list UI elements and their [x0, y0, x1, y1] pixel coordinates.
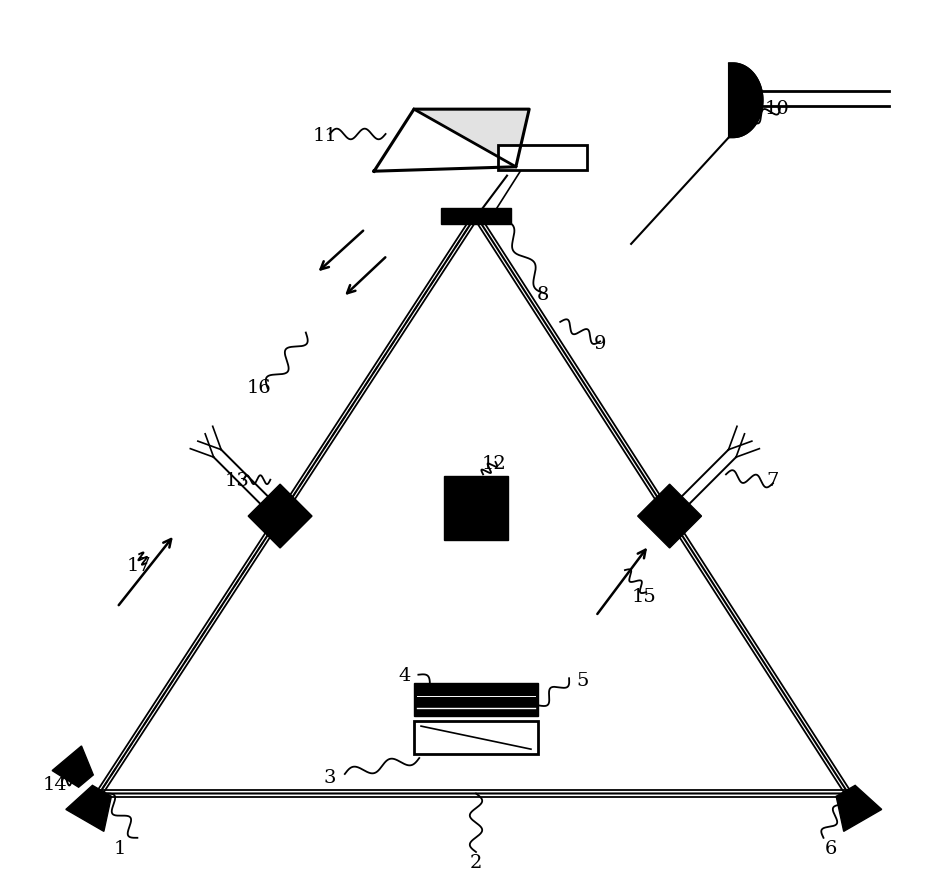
Polygon shape: [66, 785, 111, 831]
Bar: [441, 208, 511, 224]
Text: 5: 5: [576, 672, 588, 690]
Text: 14: 14: [43, 776, 68, 794]
Text: 7: 7: [766, 473, 779, 491]
Text: 1: 1: [113, 840, 126, 858]
Text: 3: 3: [324, 770, 336, 788]
Bar: [498, 145, 586, 170]
Text: 11: 11: [313, 127, 338, 145]
Text: 6: 6: [824, 840, 837, 858]
Bar: [444, 476, 508, 540]
Bar: [414, 682, 538, 716]
Bar: [414, 721, 538, 755]
Polygon shape: [638, 484, 702, 548]
Polygon shape: [52, 746, 93, 788]
Text: 16: 16: [247, 379, 271, 397]
Text: 12: 12: [482, 455, 506, 473]
Text: 2: 2: [470, 854, 482, 871]
Polygon shape: [248, 484, 312, 548]
Text: 10: 10: [765, 100, 790, 118]
Text: 17: 17: [127, 557, 151, 574]
Text: 8: 8: [536, 286, 548, 304]
Text: 4: 4: [399, 667, 411, 685]
Polygon shape: [728, 63, 763, 137]
Polygon shape: [836, 785, 882, 831]
Polygon shape: [414, 109, 529, 167]
Text: 9: 9: [594, 335, 606, 353]
Text: 15: 15: [632, 588, 657, 606]
Text: 13: 13: [225, 473, 249, 491]
